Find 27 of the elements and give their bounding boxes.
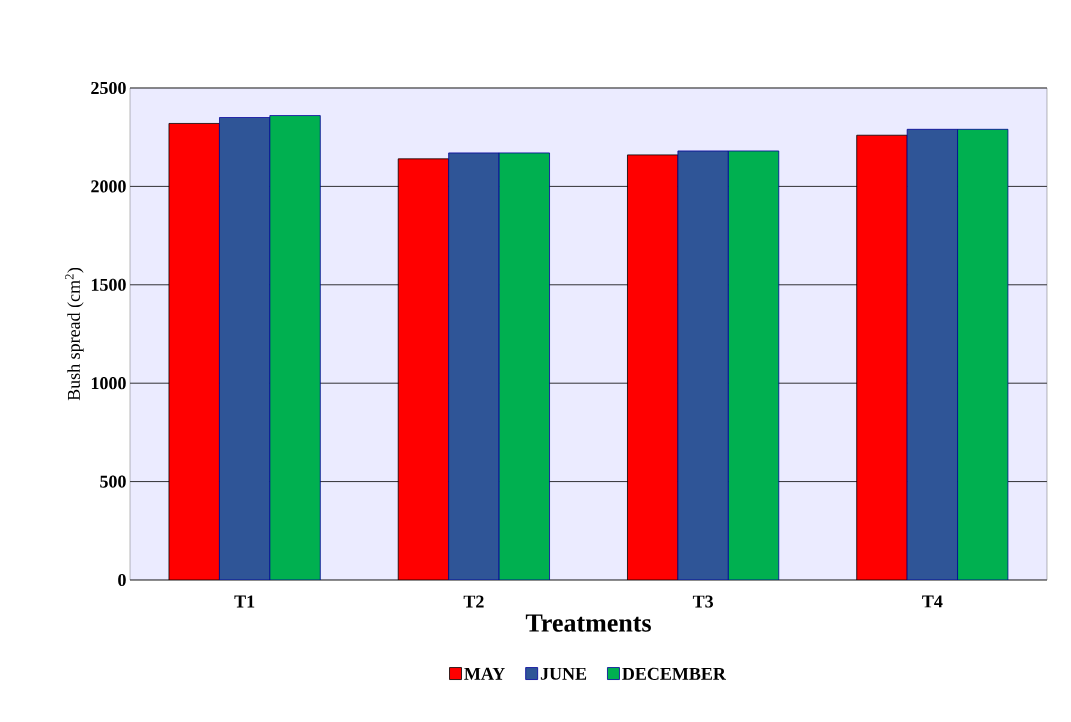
legend-label: DECEMBER (622, 667, 727, 680)
bar (269, 115, 321, 580)
bar (498, 152, 550, 580)
y-tick-label: 1500 (91, 278, 126, 291)
y-tick-label: 2500 (91, 81, 126, 95)
bar (168, 123, 220, 580)
x-tick-label: T2 (463, 595, 484, 608)
legend-label: MAY (464, 667, 505, 680)
x-tick-label: T4 (922, 595, 943, 608)
y-tick-label: 0 (118, 573, 126, 587)
y-axis-title: Bush spread (cm$^{2}$) (65, 267, 84, 401)
y-tick-label: 500 (100, 475, 126, 488)
bar (397, 158, 450, 580)
bar (957, 128, 1009, 580)
x-axis-title: Treatments (525, 614, 651, 632)
bar (677, 150, 729, 580)
bar (219, 117, 271, 580)
bar (627, 154, 679, 580)
bar (727, 150, 780, 580)
legend-label: JUNE (540, 667, 587, 680)
x-tick-label: T3 (692, 595, 714, 608)
bar (856, 134, 908, 580)
x-tick-label: T1 (234, 595, 255, 608)
y-tick-label: 2000 (91, 180, 126, 193)
y-tick-label: 1000 (91, 377, 126, 390)
bar (448, 152, 500, 580)
bar (906, 128, 958, 580)
